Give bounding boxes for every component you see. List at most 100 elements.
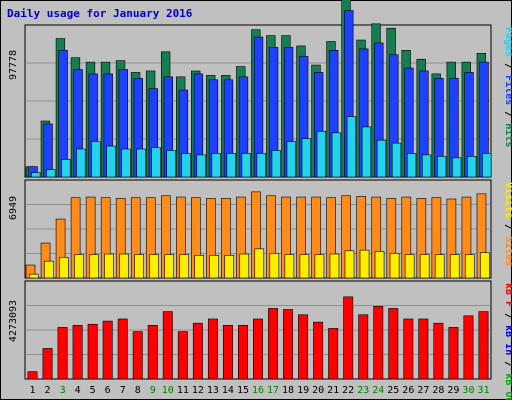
bar-requests-pages-day-3-face [61, 159, 71, 178]
bar-visitors-visits-day-17-face [269, 253, 280, 279]
bar-traffic-kb-f-day-18-face [283, 309, 294, 380]
bar-requests-pages-day-12-face [196, 154, 206, 178]
panel-requests-legend-item: Hits [503, 123, 512, 147]
bar-requests-pages-day-10-face [166, 150, 176, 178]
bar-requests-pages-day-17-face [271, 150, 281, 178]
bar-traffic-kb-f-day-15-face [238, 324, 248, 380]
x-tick-label-day-22: 22 [342, 385, 354, 396]
bar-visitors-visits-day-23 [359, 249, 370, 279]
bar-visitors-visits-day-17 [269, 253, 280, 279]
bar-requests-pages-day-2-face [46, 169, 56, 178]
bar-requests-pages-day-15-face [241, 153, 251, 178]
bar-visitors-visits-day-20-face [314, 254, 325, 279]
bar-visitors-visits-day-22 [344, 250, 355, 279]
bar-requests-files-day-2-face [43, 123, 53, 178]
bar-requests-pages-day-16 [256, 153, 266, 178]
x-tick-label-day-2: 2 [45, 385, 51, 396]
bar-visitors-visits-day-5 [89, 254, 99, 279]
bar-traffic-kb-f-day-28-face [433, 322, 444, 380]
bar-traffic-kb-f-day-23 [358, 314, 369, 380]
bar-traffic-kb-f-day-12 [192, 322, 203, 380]
x-tick-label-day-31: 31 [477, 385, 489, 396]
x-tick-label-day-6: 6 [105, 385, 111, 396]
panel-traffic-legend-item: kB In [503, 325, 512, 355]
bar-requests-pages-day-31-face [482, 153, 492, 178]
bar-requests-pages-day-7-face [121, 148, 131, 178]
bar-traffic-kb-f-day-21-face [328, 328, 339, 380]
x-tick-label-day-12: 12 [192, 385, 204, 396]
bar-visitors-visits-day-7 [119, 253, 129, 279]
bar-traffic-kb-f-day-28 [433, 322, 444, 380]
bar-traffic-kb-f-day-5 [87, 323, 98, 380]
bar-visitors-visits-day-15-face [239, 253, 250, 279]
bar-traffic-kb-f-day-17-face [268, 308, 278, 380]
bar-traffic-kb-f-day-23-face [358, 314, 369, 380]
bar-visitors-visits-day-18-face [284, 254, 295, 279]
bar-requests-files-day-2 [43, 123, 53, 178]
bar-requests-pages-day-24-face [376, 139, 387, 178]
bar-requests-pages-day-18 [286, 141, 296, 178]
panel-visitors-ymax-label: 6949 [8, 196, 19, 220]
bar-requests-pages-day-21 [331, 132, 342, 178]
bar-requests-pages-day-27 [421, 154, 432, 178]
bar-requests-pages-day-26-face [406, 153, 417, 178]
bar-visitors-visits-day-4 [74, 254, 84, 279]
bar-visitors-visits-day-21 [329, 253, 340, 279]
bar-traffic-kb-f-day-2 [42, 348, 53, 380]
x-tick-label-day-27: 27 [417, 385, 429, 396]
bar-requests-pages-day-6 [106, 145, 116, 178]
bar-requests-pages-day-6-face [106, 145, 116, 178]
bar-traffic-kb-f-day-4-face [72, 324, 83, 380]
bar-traffic-kb-f-day-6-face [102, 320, 113, 380]
bar-requests-pages-day-25 [391, 142, 402, 178]
bar-visitors-visits-day-13-face [209, 255, 220, 279]
bar-traffic-kb-f-day-3-face [57, 327, 68, 380]
x-tick-label-day-14: 14 [222, 385, 234, 396]
bar-visitors-visits-day-9 [149, 254, 159, 279]
bar-requests-pages-day-28 [436, 156, 447, 178]
bar-requests-pages-day-17 [271, 150, 281, 178]
panel-requests-legend-item: Pages [503, 27, 512, 57]
bar-visitors-visits-day-7-face [119, 253, 129, 279]
panel-visitors-legend-item: / [503, 218, 512, 236]
bar-requests-pages-day-13-face [211, 153, 221, 178]
bar-requests-pages-day-22-face [346, 116, 357, 178]
bar-traffic-kb-f-day-24 [373, 306, 384, 380]
bar-requests-pages-day-11-face [181, 153, 191, 178]
bar-visitors-visits-day-25-face [389, 253, 400, 279]
bar-visitors-visits-day-29-face [449, 254, 460, 279]
bar-traffic-kb-f-day-21 [328, 328, 339, 380]
bar-requests-pages-day-30 [467, 156, 477, 178]
bar-traffic-kb-f-day-13-face [207, 318, 218, 380]
bar-visitors-visits-day-16 [254, 248, 265, 279]
bar-traffic-kb-f-day-11 [177, 331, 188, 380]
bar-visitors-visits-day-5-face [89, 254, 99, 279]
bar-traffic-kb-f-day-3 [57, 327, 68, 380]
x-tick-label-day-11: 11 [177, 385, 189, 396]
bar-traffic-kb-f-day-19 [298, 314, 309, 380]
bar-visitors-visits-day-10-face [164, 254, 174, 279]
panel-traffic-legend-item: kB F [503, 283, 512, 307]
bar-requests-pages-day-2 [46, 169, 56, 178]
bar-traffic-kb-f-day-7 [117, 318, 128, 380]
bar-requests-pages-day-8 [136, 148, 146, 178]
bar-visitors-visits-day-19-face [299, 254, 310, 279]
bar-requests-pages-day-29-face [452, 157, 462, 178]
bar-requests-pages-day-19-face [301, 138, 312, 178]
bar-requests-pages-day-8-face [136, 148, 146, 178]
panel-visitors-legend-item: Visits [503, 182, 512, 218]
bar-visitors-visits-day-15 [239, 253, 250, 279]
bar-visitors-visits-day-27-face [419, 254, 430, 279]
bar-traffic-kb-f-day-22 [343, 296, 354, 380]
bar-requests-pages-day-9 [151, 147, 161, 178]
x-tick-label-day-19: 19 [297, 385, 309, 396]
bar-traffic-kb-f-day-19-face [298, 314, 309, 380]
bar-visitors-visits-day-30 [464, 254, 475, 279]
x-tick-label-day-21: 21 [327, 385, 339, 396]
bar-visitors-visits-day-20 [314, 254, 325, 279]
bar-requests-pages-day-5 [91, 141, 101, 178]
bar-visitors-visits-day-13 [209, 255, 220, 279]
panel-traffic-ymax-label: 4273093 [8, 300, 19, 342]
